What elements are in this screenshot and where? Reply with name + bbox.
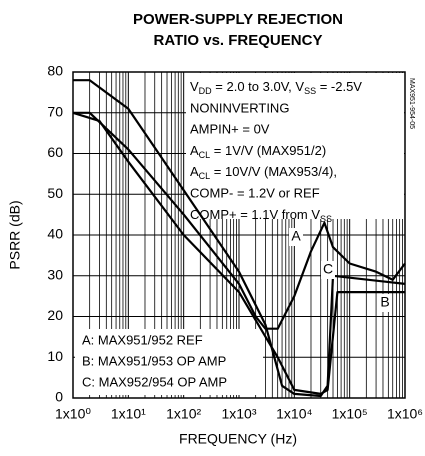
x-tick-label: 1x10¹ <box>111 406 146 422</box>
condition-part: = -2.5V <box>316 79 362 94</box>
x-tick-label: 1x10⁰ <box>55 406 91 422</box>
condition-part: NONINVERTING <box>190 101 289 116</box>
y-tick-label: 30 <box>47 266 63 282</box>
y-tick-label: 80 <box>47 63 63 79</box>
x-tick-label: 1x10⁴ <box>276 406 312 422</box>
legend-text: C: MAX952/954 OP AMP <box>82 374 227 389</box>
condition-part: SS <box>320 214 332 224</box>
x-tick-label: 1x10³ <box>221 406 256 422</box>
condition-text: COMP+ = 1.1V from VSS <box>190 207 332 224</box>
line-series <box>73 79 406 398</box>
x-axis-label: FREQUENCY (Hz) <box>179 431 297 447</box>
y-tick-label: 70 <box>47 103 63 119</box>
condition-part: = 2.0 to 3.0V, V <box>212 79 305 94</box>
x-tick-label: 1x10⁶ <box>387 406 423 422</box>
legend-box <box>75 329 263 395</box>
chart-title: RATIO vs. FREQUENCY <box>154 32 323 49</box>
condition-part: AMPIN+ = 0V <box>190 122 270 137</box>
legend-text: A: MAX951/952 REF <box>82 332 203 347</box>
series-label-bg <box>378 294 392 312</box>
condition-text: NONINVERTING <box>190 101 289 116</box>
y-tick-label: 50 <box>47 185 63 201</box>
condition-text: VDD = 2.0 to 3.0V, VSS = -2.5V <box>190 79 362 96</box>
condition-part: A <box>190 165 199 180</box>
condition-part: = 10V/V (MAX953/4), <box>210 165 337 180</box>
condition-text: ACL = 10V/V (MAX953/4), <box>190 165 337 182</box>
condition-part: SS <box>304 86 316 96</box>
y-tick-label: 60 <box>47 144 63 160</box>
figure-id: MAX951-954-05 <box>408 78 415 129</box>
line-series <box>72 111 405 395</box>
x-tick-label: 1x10² <box>166 406 201 422</box>
condition-part: COMP- = 1.2V or REF <box>190 186 320 201</box>
series-label: C <box>323 261 333 277</box>
condition-text: ACL = 1V/V (MAX951/2) <box>190 143 326 160</box>
condition-text: AMPIN+ = 0V <box>190 122 270 137</box>
series-label-bg <box>289 228 303 246</box>
condition-part: DD <box>199 86 212 96</box>
series-label: B <box>380 294 389 310</box>
y-axis-label: PSRR (dB) <box>7 200 23 269</box>
condition-part: CL <box>199 172 211 182</box>
condition-part: = 1V/V (MAX951/2) <box>210 143 326 158</box>
line-series <box>73 111 406 330</box>
condition-part: V <box>190 79 199 94</box>
condition-text: COMP- = 1.2V or REF <box>190 186 320 201</box>
y-tick-label: 0 <box>55 389 63 405</box>
condition-part: CL <box>199 150 211 160</box>
chart-title: POWER-SUPPLY REJECTION <box>133 11 343 28</box>
y-tick-label: 20 <box>47 307 63 323</box>
conditions-box <box>186 73 404 219</box>
x-tick-label: 1x10⁵ <box>332 406 368 422</box>
y-tick-label: 10 <box>47 348 63 364</box>
series-label: A <box>291 228 301 244</box>
plot-frame <box>72 71 406 399</box>
condition-part: COMP+ = 1.1V from V <box>190 207 320 222</box>
condition-part: A <box>190 143 199 158</box>
series-label-bg <box>321 261 335 279</box>
legend-text: B: MAX951/953 OP AMP <box>82 353 226 368</box>
y-tick-label: 40 <box>47 226 63 242</box>
